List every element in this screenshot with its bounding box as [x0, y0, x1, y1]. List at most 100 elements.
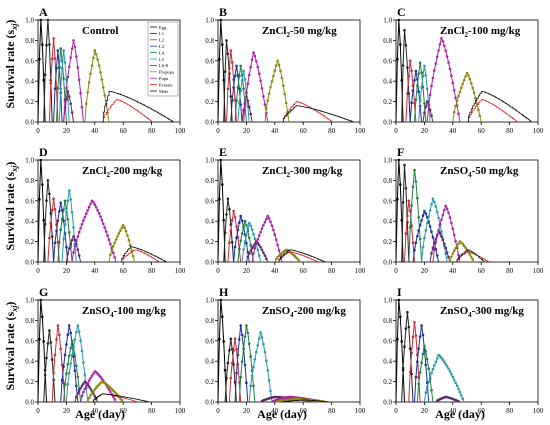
- series-l3-point: [431, 236, 435, 239]
- x-tick-label: 40: [449, 407, 457, 415]
- series-l6-8-point: [249, 249, 252, 252]
- panel-D: 0 20 40 60 80 100 0.0 0.2 0.4 0.6 0.8 1.0 D ZnCl2-200…: [25, 145, 186, 275]
- series-l5-point: [254, 350, 258, 354]
- series-prepupa-point: [465, 71, 469, 75]
- series-l3-point: [75, 384, 78, 388]
- legend-entry: Pupa: [159, 76, 168, 81]
- panel-A: 0 20 40 60 80 100 0.0 0.2 0.4 0.6 0.8 1.0 A Control: [25, 5, 186, 135]
- series-l3-point: [421, 333, 425, 337]
- x-tick-label: 0: [394, 407, 398, 415]
- series-l3-point: [413, 248, 416, 252]
- y-tick-label: 0.6: [383, 197, 392, 205]
- series-prepupa-point: [126, 234, 129, 237]
- series-prepupa-point: [470, 82, 473, 85]
- series-l4-point: [249, 244, 252, 247]
- series-l6-8-point: [67, 247, 71, 250]
- series-l3-point: [60, 378, 64, 382]
- series-l6-8-point: [69, 242, 72, 246]
- series-l3-point: [56, 49, 60, 52]
- series-l4-point: [413, 168, 416, 172]
- series-l6-8-point: [249, 112, 252, 116]
- series-l4-line: [237, 219, 254, 263]
- y-tick-label: 0.6: [205, 337, 214, 345]
- series-male-line: [92, 393, 150, 403]
- x-tick-label: 100: [355, 267, 366, 275]
- series-l5-point: [257, 254, 261, 258]
- panel-B: 0 20 40 60 80 100 0.0 0.2 0.4 0.6 0.8 1.0 B ZnCl2-50 …: [205, 5, 366, 135]
- series-l5-point: [252, 232, 255, 236]
- y-tick-label: 0.6: [25, 337, 34, 345]
- series-egg-point: [221, 315, 224, 319]
- series-l6-8-point: [82, 382, 85, 386]
- series-l6-8-point: [445, 251, 449, 254]
- x-tick-label: 0: [36, 127, 40, 135]
- y-tick-label: 0.0: [383, 119, 392, 127]
- series-l5-point: [424, 391, 428, 394]
- series-l1-point: [46, 342, 50, 345]
- series-l3-point: [65, 343, 68, 346]
- series-egg-point: [397, 298, 401, 302]
- series-pupa-point: [454, 96, 457, 100]
- series-pupa-point: [85, 212, 88, 215]
- series-pupa-point: [96, 208, 99, 212]
- series-prepupa-point: [274, 64, 278, 67]
- series-pupa-point: [76, 66, 80, 69]
- series-egg-point: [42, 218, 45, 222]
- series-l1-line: [401, 165, 410, 263]
- series-pupa-point: [260, 87, 264, 90]
- series-pupa-point: [79, 91, 82, 95]
- series-l5-point: [240, 79, 244, 82]
- series-l4-point: [418, 61, 422, 65]
- series-l3-point: [411, 89, 415, 92]
- series-l4-point: [417, 72, 421, 75]
- panel-title: ZnCl2-50 mg/kg: [262, 25, 337, 39]
- series-pupa-point: [246, 82, 250, 85]
- series-l1-point: [226, 197, 230, 201]
- series-pupa-point: [93, 203, 97, 206]
- series-l6-8-point: [424, 105, 428, 108]
- x-tick-label: 60: [478, 267, 486, 275]
- series-pupa-point: [457, 112, 460, 115]
- series-prepupa-point: [90, 391, 94, 395]
- series-prepupa-point: [462, 244, 466, 248]
- series-l5-line: [58, 50, 70, 123]
- panel-title: ZnCl2-300 mg/kg: [262, 165, 343, 179]
- series-l4-point: [56, 86, 60, 90]
- series-l6-8-point: [70, 238, 74, 242]
- x-tick-label: 80: [328, 127, 336, 135]
- series-l5-point: [76, 324, 80, 327]
- series-l5-point: [460, 394, 463, 397]
- series-l5-point: [67, 371, 71, 375]
- series-l6-8-point: [259, 246, 262, 249]
- series-pupa-point: [76, 235, 80, 238]
- y-axis-label-row3: Survival rate (sxj): [3, 302, 19, 391]
- series-l6-8-point: [447, 255, 450, 259]
- x-tick-label: 40: [449, 267, 457, 275]
- series-l1-line: [223, 198, 235, 263]
- series-egg-point: [218, 57, 221, 61]
- series-prepupa-point: [121, 224, 125, 227]
- series-l6-8-point: [425, 100, 429, 103]
- series-l6-8-point: [87, 385, 91, 388]
- series-l5-point: [243, 78, 247, 81]
- series-pupa-point: [86, 381, 89, 385]
- panel-letter: I: [397, 285, 402, 299]
- series-l5-point: [265, 359, 268, 363]
- series-egg-point: [41, 43, 44, 46]
- series-l2-point: [404, 232, 408, 235]
- series-l5-point: [440, 356, 443, 360]
- series-l2-point: [56, 324, 60, 327]
- x-axis-label-col1: Age (day): [75, 407, 125, 421]
- series-l2-point: [232, 349, 235, 352]
- series-l6-8-point: [246, 255, 250, 259]
- series-l5-point: [437, 216, 440, 220]
- series-prepupa-point: [458, 90, 462, 94]
- series-l3-point: [410, 101, 413, 104]
- series-egg-point: [396, 337, 399, 341]
- series-l4-point: [410, 204, 413, 207]
- series-l5-point: [243, 240, 247, 243]
- series-prepupa-point: [113, 241, 116, 244]
- series-prepupa-point: [117, 232, 121, 235]
- series-prepupa-point: [124, 230, 128, 233]
